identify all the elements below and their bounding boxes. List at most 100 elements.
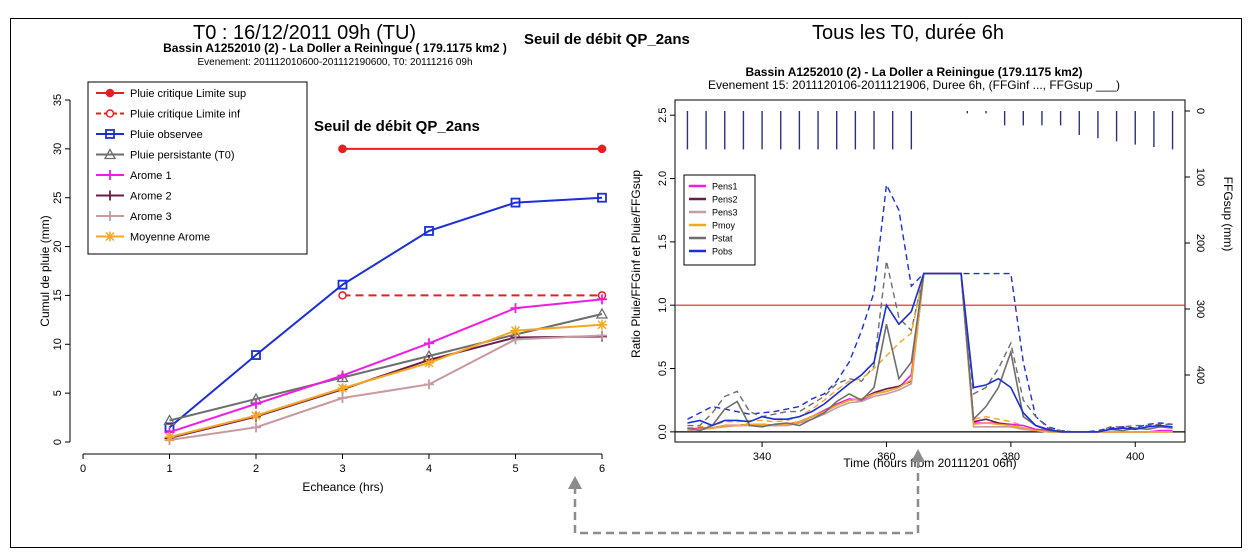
left-legend-entry-pluie-persistante-t0: Pluie persistante (T0) xyxy=(96,148,235,162)
right-y2-tick-label: 200 xyxy=(1194,234,1206,252)
right-y-tick-label: 1.5 xyxy=(657,234,669,249)
right-y-tick-label: 0.5 xyxy=(657,361,669,376)
left-chart: 0 1 2 3 4 5 6 0 5 10 15 20 25 30 35 Pluie critique Limi… xyxy=(52,81,609,475)
right-legend-label: Pstat xyxy=(712,234,733,244)
left-series-arome-2 xyxy=(164,331,607,444)
left-series-pluie-persistante-t0 xyxy=(163,307,609,426)
right-chart-ylabel: Ratio Pluie/FFGinf et Pluie/FFGsup xyxy=(629,170,643,358)
header-t0-label: T0 : 16/12/2011 09h (TU) xyxy=(193,22,417,44)
left-series-line xyxy=(169,335,603,440)
left-legend-marker xyxy=(105,211,115,221)
right-series-pmoy-dashed xyxy=(687,272,1173,433)
right-series-pens3-line xyxy=(687,272,1173,433)
left-legend-entry-arome-1: Arome 1 xyxy=(96,170,172,182)
left-chart-subtitle: Evenement: 201112010600-201112190600, T0… xyxy=(197,57,472,68)
left-y-tick-label: 35 xyxy=(52,94,64,106)
left-data-point xyxy=(424,338,434,349)
right-y2-tick-label: 0 xyxy=(1194,108,1206,114)
left-y-tick-label: 10 xyxy=(52,338,64,350)
left-series-line xyxy=(169,323,603,439)
left-x-tick-label: 4 xyxy=(426,463,432,475)
left-data-point xyxy=(251,422,261,433)
left-legend-marker xyxy=(103,148,117,160)
connector-arrowhead-right xyxy=(911,449,925,462)
figure-frame xyxy=(10,18,1242,548)
right-y2-tick-label: 100 xyxy=(1194,168,1206,186)
left-data-point xyxy=(510,197,521,208)
right-series-pobs-line xyxy=(687,272,1173,433)
right-chart-title: Bassin A1252010 (2) - La Doller a Reinin… xyxy=(745,65,1082,79)
left-data-point xyxy=(337,383,348,394)
left-data-point xyxy=(164,432,175,443)
left-data-point xyxy=(163,414,176,426)
left-legend-entry-arome-2: Arome 2 xyxy=(96,190,172,203)
left-y-tick-label: 0 xyxy=(52,439,64,445)
right-hyetogram xyxy=(686,111,1174,150)
right-series-pmoy-line xyxy=(687,272,1173,433)
left-series-moyenne-arome xyxy=(164,319,607,443)
left-data-point xyxy=(337,370,348,381)
right-chart-ylabel-right: FFGsup (mm) xyxy=(1221,177,1235,252)
left-data-point xyxy=(510,303,521,314)
left-legend-marker xyxy=(105,231,115,242)
left-data-point xyxy=(251,350,261,360)
left-data-point xyxy=(424,357,434,368)
left-data-point xyxy=(597,330,607,341)
left-series-line xyxy=(169,334,603,442)
left-x-tick-label: 2 xyxy=(253,463,259,475)
right-plot-box xyxy=(674,99,1186,443)
left-y-tick-label: 20 xyxy=(52,240,64,252)
right-chart-xlabel: Time (hours from 20111201 06h) xyxy=(843,456,1016,470)
right-y-tick-label: 2.5 xyxy=(657,108,669,123)
left-x-tick-label: 6 xyxy=(599,463,605,475)
left-series-pluie-observee xyxy=(164,192,607,433)
left-series-line xyxy=(169,298,603,434)
left-data-point xyxy=(597,192,607,203)
left-chart-annotation: Seuil de débit QP_2ans xyxy=(314,118,480,135)
left-data-point xyxy=(424,379,434,390)
right-legend-label: Pmoy xyxy=(712,221,736,231)
right-legend-entry-pmoy: Pmoy xyxy=(689,221,736,231)
right-series-pobs-dashed xyxy=(687,182,1173,433)
left-series-arome-3 xyxy=(164,330,607,446)
right-legend-label: Pobs xyxy=(712,247,733,257)
left-legend-marker xyxy=(105,190,115,201)
left-legend-marker xyxy=(105,129,115,139)
right-legend-entry-pobs: Pobs xyxy=(689,247,733,257)
left-legend-marker xyxy=(105,88,115,98)
right-y-tick-label: 1.0 xyxy=(657,298,669,313)
connector-arrowhead-left xyxy=(568,476,582,489)
right-series-pstat-line xyxy=(687,272,1173,433)
left-data-point xyxy=(597,294,607,305)
left-chart-ylabel: Cumul de pluie (mm) xyxy=(38,215,52,326)
right-series-pstat-dashed xyxy=(687,260,1173,433)
right-y-tick-label: 0.0 xyxy=(657,424,669,439)
right-x-tick-label: 340 xyxy=(753,451,771,463)
left-x-tick-label: 3 xyxy=(339,463,345,475)
left-legend-label: Arome 2 xyxy=(130,191,172,203)
left-y-tick-label: 5 xyxy=(52,390,64,396)
left-series-pluie-critique-limite-inf xyxy=(338,291,607,300)
left-data-point xyxy=(251,398,261,409)
left-legend-label: Pluie critique Limite sup xyxy=(130,88,246,100)
left-legend-label: Moyenne Arome xyxy=(130,232,210,244)
left-series-arome-1 xyxy=(164,294,607,438)
right-y-tick-label: 2.0 xyxy=(657,171,669,186)
left-legend-marker xyxy=(105,109,115,118)
left-x-tick-label: 0 xyxy=(80,463,86,475)
left-data-point xyxy=(337,393,348,404)
left-x-tick-label: 5 xyxy=(512,463,518,475)
left-data-point xyxy=(338,144,347,154)
left-data-point xyxy=(424,226,434,236)
left-legend-entry-pluie-observee: Pluie observee xyxy=(96,129,203,141)
right-legend-entry-pens3: Pens3 xyxy=(689,208,738,218)
left-series-line xyxy=(168,196,603,429)
left-legend-entry-pluie-critique-limite-inf: Pluie critique Limite inf xyxy=(96,109,241,121)
left-legend-label: Arome 1 xyxy=(130,170,172,182)
header-all-t0-label: Tous les T0, durée 6h xyxy=(812,22,1004,44)
right-legend-label: Pens3 xyxy=(712,208,738,218)
left-chart-xlabel: Echeance (hrs) xyxy=(302,480,383,494)
left-legend-entry-pluie-critique-limite-sup: Pluie critique Limite sup xyxy=(96,88,246,100)
left-x-tick-label: 1 xyxy=(166,463,172,475)
